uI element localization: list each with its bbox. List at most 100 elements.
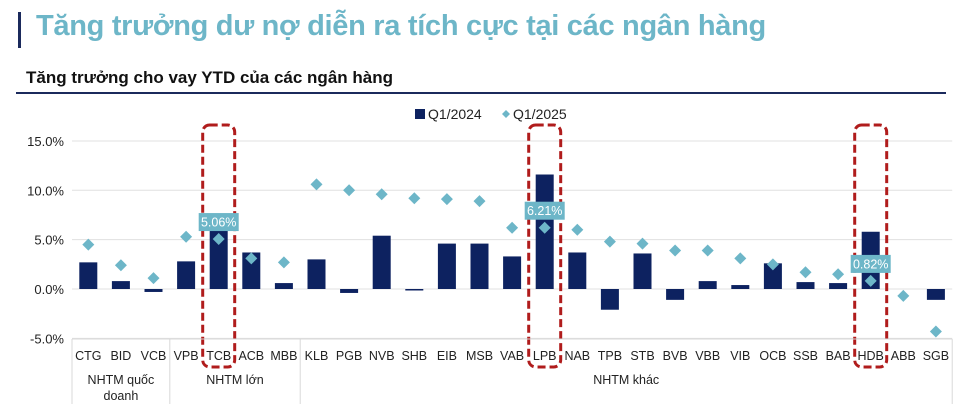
category-label: PGB [336, 349, 362, 363]
data-label: 0.82% [853, 257, 888, 271]
highlight-box [527, 123, 563, 369]
category-label: MBB [270, 349, 297, 363]
category-label: BID [110, 349, 131, 363]
title-accent-bar [18, 12, 21, 48]
diamond-q1-2025 [343, 184, 356, 197]
bar-q1-2024 [731, 285, 750, 289]
diamond-q1-2025 [897, 289, 910, 302]
data-label-bg [198, 213, 239, 232]
diamond-q1-2025 [538, 221, 551, 234]
bar-q1-2024 [763, 263, 782, 289]
diamond-q1-2025 [734, 252, 747, 265]
diamond-q1-2025 [636, 237, 649, 250]
category-label: VIB [730, 349, 750, 363]
diamond-q1-2025 [832, 268, 845, 281]
bar-q1-2024 [111, 281, 130, 289]
bar-q1-2024 [79, 262, 98, 289]
category-label: NAB [564, 349, 590, 363]
bar-q1-2024 [926, 289, 945, 300]
bar-q1-2024 [796, 282, 815, 289]
bar-q1-2024 [177, 261, 196, 289]
category-label: STB [630, 349, 654, 363]
category-label: BAB [826, 349, 851, 363]
y-tick-label: 5.0% [34, 233, 64, 248]
bar-q1-2024 [437, 243, 456, 289]
bar-q1-2024 [405, 289, 424, 291]
data-label-bg [524, 201, 565, 220]
highlight-box [201, 123, 237, 369]
legend-label-q1-2024: Q1/2024 [428, 106, 482, 122]
diamond-q1-2025 [147, 272, 160, 285]
bar-q1-2024 [307, 259, 326, 289]
y-tick-label: 0.0% [34, 282, 64, 297]
bar-q1-2024 [372, 235, 391, 289]
diamond-q1-2025 [310, 178, 323, 191]
bar-q1-2024 [209, 224, 228, 289]
diamond-q1-2025 [766, 258, 779, 271]
diamond-q1-2025 [864, 274, 877, 287]
category-label: TPB [598, 349, 622, 363]
title-divider [16, 92, 946, 94]
category-label: SSB [793, 349, 818, 363]
diamond-q1-2025 [440, 193, 453, 206]
diamond-q1-2025 [799, 266, 812, 279]
legend-marker-q1-2024 [415, 109, 425, 119]
category-label: BVB [663, 349, 688, 363]
diamond-q1-2025 [277, 256, 290, 269]
highlight-box [853, 123, 889, 369]
bar-q1-2024 [503, 256, 522, 289]
category-label: VPB [174, 349, 199, 363]
category-label: EIB [437, 349, 457, 363]
diamond-q1-2025 [408, 192, 421, 205]
category-label: TCB [206, 349, 231, 363]
category-label: CTG [75, 349, 101, 363]
group-label: NHTM khác [593, 373, 659, 387]
y-tick-label: -5.0% [30, 331, 64, 346]
y-tick-label: 15.0% [27, 134, 64, 149]
category-label: SHB [401, 349, 427, 363]
category-label: ACB [238, 349, 264, 363]
bar-q1-2024 [242, 252, 261, 289]
diamond-q1-2025 [571, 223, 584, 236]
category-label: NVB [369, 349, 395, 363]
bar-q1-2024 [470, 243, 489, 289]
diamond-q1-2025 [669, 244, 682, 257]
bar-q1-2024 [666, 289, 685, 300]
category-label: OCB [759, 349, 786, 363]
group-label: NHTM quốc [88, 373, 155, 387]
bar-q1-2024 [600, 289, 619, 310]
diamond-q1-2025 [603, 235, 616, 248]
page-title: Tăng trưởng dư nợ diễn ra tích cực tại c… [36, 10, 766, 42]
category-label: HDB [857, 349, 883, 363]
group-label: doanh [104, 389, 139, 403]
data-label: 5.06% [201, 216, 236, 230]
diamond-q1-2025 [701, 244, 714, 257]
category-label: SGB [923, 349, 949, 363]
diamond-q1-2025 [506, 221, 519, 234]
diamond-q1-2025 [180, 230, 193, 243]
diamond-q1-2025 [245, 252, 258, 265]
category-label: LPB [533, 349, 557, 363]
bar-q1-2024 [698, 281, 717, 289]
category-label: VBB [695, 349, 720, 363]
group-label: NHTM lớn [206, 373, 264, 387]
bar-q1-2024 [568, 252, 587, 289]
legend-marker-q1-2025 [502, 110, 510, 118]
bar-q1-2024 [340, 289, 359, 293]
category-label: KLB [305, 349, 329, 363]
diamond-q1-2025 [212, 233, 225, 246]
category-label: VAB [500, 349, 524, 363]
diamond-q1-2025 [375, 188, 388, 201]
bar-q1-2024 [829, 283, 848, 289]
diamond-q1-2025 [82, 238, 95, 251]
diamond-q1-2025 [473, 195, 486, 208]
diamond-q1-2025 [929, 325, 942, 338]
category-label: ABB [891, 349, 916, 363]
chart-title: Tăng trưởng cho vay YTD của các ngân hàn… [26, 68, 393, 87]
category-label: MSB [466, 349, 493, 363]
bar-q1-2024 [633, 253, 652, 289]
bar-q1-2024 [274, 283, 293, 289]
data-label-bg [850, 254, 891, 273]
diamond-q1-2025 [114, 259, 127, 272]
